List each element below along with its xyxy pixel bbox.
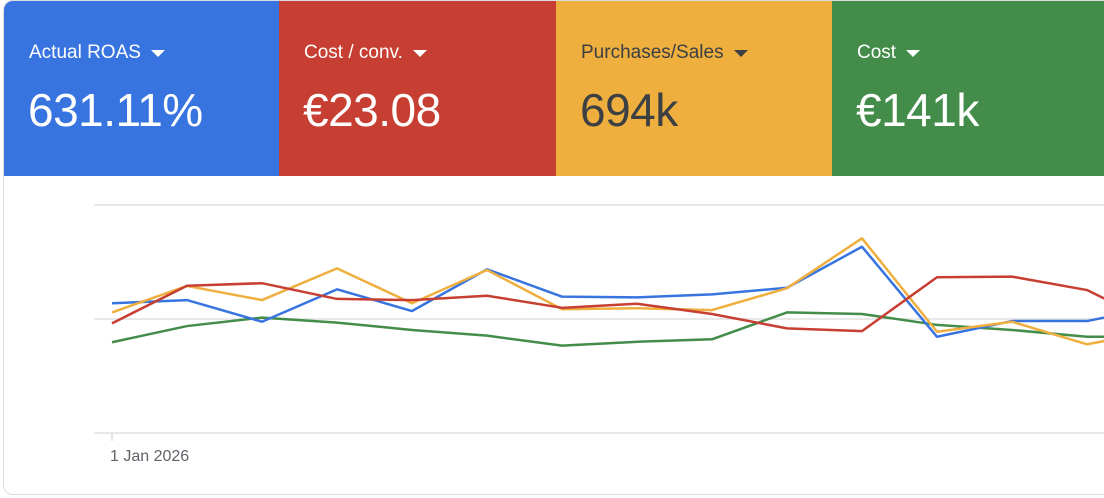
metric-value: 631.11% [28, 84, 203, 136]
metric-tiles: Actual ROAS 631.11% Cost / conv. €23.08 … [4, 1, 1104, 176]
metric-value: €141k [856, 84, 979, 136]
performance-card: Actual ROAS 631.11% Cost / conv. €23.08 … [3, 0, 1104, 495]
dropdown-caret-icon[interactable] [906, 49, 921, 57]
metric-label: Actual ROAS [29, 42, 141, 63]
metric-value: 694k [580, 84, 678, 136]
metric-tile-cost[interactable]: Cost €141k [832, 1, 1104, 176]
metric-label: Cost [857, 42, 897, 63]
dropdown-caret-icon[interactable] [150, 49, 165, 57]
x-tick-label: 1 Jan 2026 [110, 448, 190, 465]
metric-tile-cost-per-conv[interactable]: Cost / conv. €23.08 [279, 1, 556, 176]
metric-label: Cost / conv. [304, 42, 403, 63]
metric-tile-purchases-sales[interactable]: Purchases/Sales 694k [556, 1, 832, 176]
dropdown-caret-icon[interactable] [733, 49, 748, 57]
metric-value: €23.08 [303, 84, 441, 136]
dropdown-caret-icon[interactable] [412, 49, 427, 57]
metric-label: Purchases/Sales [581, 42, 724, 63]
metric-tile-actual-roas[interactable]: Actual ROAS 631.11% [4, 1, 279, 176]
